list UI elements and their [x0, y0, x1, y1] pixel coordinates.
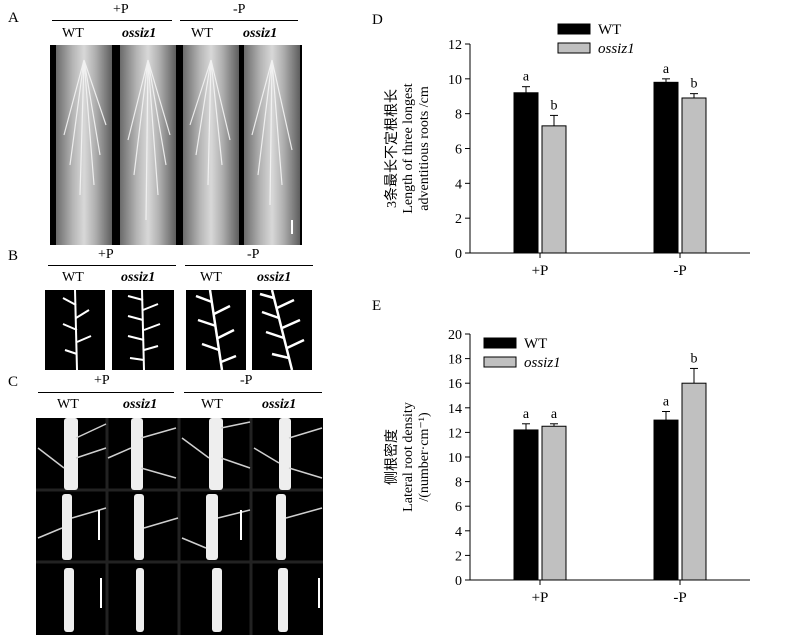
y-tick-label: 18: [448, 353, 462, 368]
panel-c-photo-grid: [36, 418, 323, 635]
panel-b-group-minus: -P: [247, 247, 260, 262]
panel-b-col-ossiz1-1: ossiz1: [121, 270, 156, 285]
panel-c-letter: C: [8, 374, 19, 390]
panel-a-roots: [63, 59, 293, 221]
chart-e: 0 2 4 6 8 10 12 14 16 18 20 侧根密度 Lateral root densit…: [383, 328, 750, 606]
legend-label: WT: [598, 22, 621, 38]
y-tick-label: 2: [455, 549, 462, 564]
panel-a-col-ossiz1-2: ossiz1: [243, 26, 278, 41]
y-tick-label: 10: [448, 73, 462, 88]
y-tick-label: 0: [455, 574, 462, 589]
panel-c-col-wt-1: WT: [57, 397, 79, 412]
panel-b-photo-ossiz1-minus: [252, 290, 312, 370]
x-tick-label: -P: [673, 263, 686, 279]
x-tick-label: +P: [532, 590, 549, 606]
legend-swatch: [557, 23, 591, 35]
significance-letter: b: [691, 351, 698, 366]
y-tick-label: 12: [448, 426, 462, 441]
bar: [513, 92, 539, 254]
panel-a-col-wt-2: WT: [191, 26, 213, 41]
y-tick-label: 12: [448, 38, 462, 53]
panel-a-scale-bar: [291, 220, 293, 234]
panel-c-group-line-plus: [38, 392, 174, 393]
panel-b-group-line-plus: [48, 265, 176, 266]
panel-b-letter: B: [8, 248, 19, 264]
panel-a-col-wt-1: WT: [62, 26, 84, 41]
panel-e-letter: E: [372, 298, 382, 314]
panel-b-photo-wt-plus: [45, 290, 105, 370]
y-tick-label: 6: [455, 143, 462, 158]
legend-label: ossiz1: [524, 355, 561, 371]
y-tick-label: 16: [448, 377, 462, 392]
bar: [653, 419, 679, 581]
legend-swatch: [483, 337, 517, 349]
y-tick-label: 4: [455, 177, 462, 192]
panel-a-group-line-minus: [180, 20, 298, 21]
panel-a-group-plus: +P: [113, 2, 129, 17]
panel-b-col-ossiz1-2: ossiz1: [257, 270, 292, 285]
significance-letter: a: [551, 407, 558, 422]
y-axis-label: adventitious roots /cm: [417, 86, 432, 211]
y-tick-label: 10: [448, 451, 462, 466]
y-tick-label: 14: [448, 402, 462, 417]
panel-a-col-ossiz1-1: ossiz1: [122, 26, 157, 41]
panel-b-photo-wt-minus: [186, 290, 246, 370]
x-tick-label: +P: [532, 263, 549, 279]
bar: [681, 382, 707, 581]
y-tick-label: 6: [455, 500, 462, 515]
chart-d: 0 2 4 6 8 10 12 3条最长不定根根长 Length of three longes…: [383, 22, 750, 279]
legend-swatch: [557, 42, 591, 54]
panel-b-group-plus: +P: [98, 247, 114, 262]
bar: [653, 81, 679, 254]
y-axis-label: /(number·cm⁻¹): [417, 412, 432, 502]
significance-letter: b: [551, 98, 558, 113]
bar: [541, 125, 567, 254]
significance-letter: a: [523, 70, 530, 85]
legend-swatch: [483, 356, 517, 368]
significance-letter: a: [663, 62, 670, 77]
panel-d-letter: D: [372, 12, 383, 28]
panel-c-col-wt-2: WT: [201, 397, 223, 412]
significance-letter: a: [523, 407, 530, 422]
y-tick-label: 20: [448, 328, 462, 343]
panel-c-col-ossiz1-2: ossiz1: [262, 397, 297, 412]
panel-c-col-ossiz1-1: ossiz1: [123, 397, 158, 412]
panel-a-photo: [50, 45, 302, 245]
panel-c-group-minus: -P: [240, 373, 253, 388]
panel-b-col-wt-1: WT: [62, 270, 84, 285]
panel-a-letter: A: [8, 10, 19, 26]
bar: [681, 97, 707, 254]
panel-c-group-plus: +P: [94, 373, 110, 388]
y-tick-label: 0: [455, 247, 462, 262]
y-axis-label: 3条最长不定根根长: [383, 89, 400, 208]
y-tick-label: 8: [455, 476, 462, 491]
panel-b-group-line-minus: [185, 265, 313, 266]
panel-a-group-minus: -P: [233, 2, 246, 17]
legend-label: WT: [524, 336, 547, 352]
y-tick-label: 2: [455, 212, 462, 227]
panel-b-photo-ossiz1-plus: [112, 290, 174, 370]
panel-a-group-line-plus: [52, 20, 172, 21]
significance-letter: a: [663, 394, 670, 409]
bar: [541, 425, 567, 581]
y-tick-label: 4: [455, 525, 462, 540]
legend-label: ossiz1: [598, 41, 635, 57]
panel-b-col-wt-2: WT: [200, 270, 222, 285]
y-tick-label: 8: [455, 108, 462, 123]
y-axis-label: Lateral root density: [401, 402, 416, 512]
bar: [513, 429, 539, 581]
x-tick-label: -P: [673, 590, 686, 606]
significance-letter: b: [691, 77, 698, 92]
y-axis-label: Length of three longest: [401, 83, 416, 213]
y-axis-label: 侧根密度: [383, 429, 400, 485]
panel-c-group-line-minus: [184, 392, 322, 393]
